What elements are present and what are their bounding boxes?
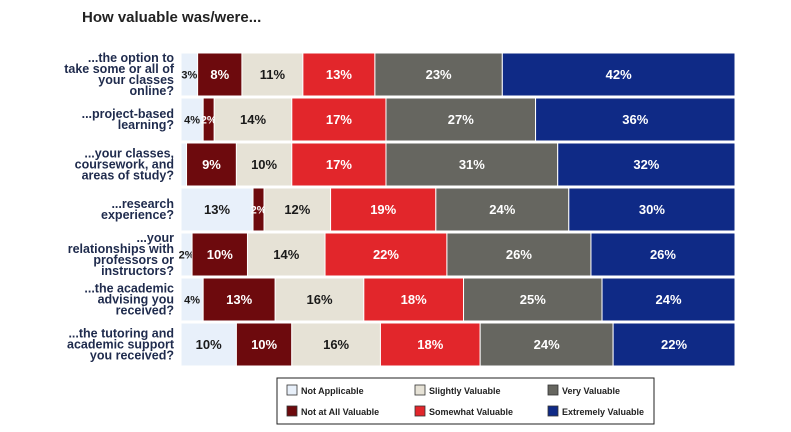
data-label-3-very-valuable: 31% xyxy=(459,157,485,172)
data-label-2-extremely-valuable: 36% xyxy=(622,112,648,127)
data-label-3-extremely-valuable: 32% xyxy=(633,157,659,172)
data-label-5-somewhat-valuable: 22% xyxy=(373,247,399,262)
data-label-2-not-applicable: 4% xyxy=(184,114,200,126)
bar-7-slightly-valuable xyxy=(291,322,381,367)
data-label-3-not-at-all-valuable: 9% xyxy=(202,157,221,172)
legend-swatch-very-valuable xyxy=(547,384,559,396)
data-label-6-very-valuable: 25% xyxy=(520,292,546,307)
bar-2-extremely-valuable xyxy=(535,97,736,142)
data-label-3-somewhat-valuable: 17% xyxy=(326,157,352,172)
data-label-4-slightly-valuable: 12% xyxy=(284,202,310,217)
data-label-4-extremely-valuable: 30% xyxy=(639,202,665,217)
data-label-5-slightly-valuable: 14% xyxy=(273,247,299,262)
legend-label-extremely-valuable: Extremely Valuable xyxy=(562,407,644,417)
bar-7-extremely-valuable xyxy=(612,322,736,367)
bar-3-extremely-valuable xyxy=(557,142,736,187)
data-label-6-not-applicable: 4% xyxy=(184,294,200,306)
data-label-6-somewhat-valuable: 18% xyxy=(401,292,427,307)
category-label-6: ...the academic advising you received? xyxy=(84,282,174,318)
legend-label-slightly-valuable: Slightly Valuable xyxy=(429,386,501,396)
bars-group: 3% 8% 11% 13% 23% 42%4% 2% 14% 17% 27% 36%9% 10% 17%… xyxy=(179,52,736,367)
bar-1-very-valuable xyxy=(374,52,503,97)
chart-title: How valuable was/were... xyxy=(82,9,261,26)
bar-6-slightly-valuable xyxy=(274,277,365,322)
bar-5-extremely-valuable xyxy=(590,232,736,277)
bar-2-very-valuable xyxy=(385,97,537,142)
bar-6-extremely-valuable xyxy=(601,277,736,322)
bar-5-slightly-valuable xyxy=(246,232,326,277)
bar-4-very-valuable xyxy=(435,187,570,232)
data-label-4-very-valuable: 24% xyxy=(489,202,515,217)
data-label-3-slightly-valuable: 10% xyxy=(251,157,277,172)
data-label-1-extremely-valuable: 42% xyxy=(606,67,632,82)
data-label-2-slightly-valuable: 14% xyxy=(240,112,266,127)
legend-swatch-slightly-valuable xyxy=(414,384,426,396)
legend-frame xyxy=(276,377,655,425)
bar-2-slightly-valuable xyxy=(213,97,293,142)
legend: Not Applicable Slightly Valuable Very Valu… xyxy=(276,377,655,425)
category-label-4: ...research experience? xyxy=(101,197,174,222)
bar-5-somewhat-valuable xyxy=(324,232,448,277)
data-label-5-extremely-valuable: 26% xyxy=(650,247,676,262)
bar-3-not-at-all-valuable xyxy=(186,142,237,187)
category-label-2: ...project-based learning? xyxy=(82,107,174,132)
bar-1-extremely-valuable xyxy=(501,52,736,97)
data-label-5-not-at-all-valuable: 10% xyxy=(207,247,233,262)
bar-5-very-valuable xyxy=(446,232,592,277)
bar-3-somewhat-valuable xyxy=(291,142,387,187)
data-label-1-not-applicable: 3% xyxy=(181,69,197,81)
data-label-7-slightly-valuable: 16% xyxy=(323,337,349,352)
category-label-3: ...your classes, coursework, and areas of … xyxy=(75,147,174,183)
legend-swatch-not-applicable xyxy=(286,384,298,396)
data-label-7-not-at-all-valuable: 10% xyxy=(251,337,277,352)
legend-label-not-at-all-valuable: Not at All Valuable xyxy=(301,407,379,417)
legend-label-not-applicable: Not Applicable xyxy=(301,386,364,396)
legend-swatch-extremely-valuable xyxy=(547,405,559,417)
bar-4-somewhat-valuable xyxy=(330,187,437,232)
bar-7-not-applicable xyxy=(180,322,237,367)
category-label-1: ...the option to take some or all of your … xyxy=(64,51,175,98)
legend-swatch-somewhat-valuable xyxy=(414,405,426,417)
bar-3-not-applicable xyxy=(180,142,188,187)
bar-6-somewhat-valuable xyxy=(363,277,465,322)
data-label-4-not-applicable: 13% xyxy=(204,202,230,217)
data-label-6-not-at-all-valuable: 13% xyxy=(226,292,252,307)
bar-6-very-valuable xyxy=(463,277,603,322)
category-label-5: ...your relationships with professors or in… xyxy=(68,231,174,278)
data-label-4-somewhat-valuable: 19% xyxy=(370,202,396,217)
data-label-1-somewhat-valuable: 13% xyxy=(326,67,352,82)
bar-4-extremely-valuable xyxy=(568,187,736,232)
data-label-7-somewhat-valuable: 18% xyxy=(417,337,443,352)
data-label-7-extremely-valuable: 22% xyxy=(661,337,687,352)
data-label-2-not-at-all-valuable: 2% xyxy=(201,114,217,126)
data-label-1-very-valuable: 23% xyxy=(426,67,452,82)
bar-1-slightly-valuable xyxy=(241,52,304,97)
data-label-7-very-valuable: 24% xyxy=(534,337,560,352)
legend-label-somewhat-valuable: Somewhat Valuable xyxy=(429,407,513,417)
data-label-1-slightly-valuable: 11% xyxy=(260,67,286,82)
legend-label-very-valuable: Very Valuable xyxy=(562,386,620,396)
bar-7-somewhat-valuable xyxy=(379,322,481,367)
data-label-2-very-valuable: 27% xyxy=(448,112,474,127)
bar-4-not-applicable xyxy=(180,187,254,232)
bar-1-somewhat-valuable xyxy=(302,52,376,97)
bar-5-not-at-all-valuable xyxy=(191,232,248,277)
data-label-7-not-applicable: 10% xyxy=(196,337,222,352)
bar-4-slightly-valuable xyxy=(263,187,332,232)
bar-7-very-valuable xyxy=(479,322,614,367)
data-label-5-not-applicable: 2% xyxy=(179,249,195,261)
data-label-1-not-at-all-valuable: 8% xyxy=(210,67,229,82)
data-label-4-not-at-all-valuable: 2% xyxy=(251,204,267,216)
category-labels: ...the option to take some or all of your … xyxy=(64,51,175,363)
category-label-7: ...the tutoring and academic support you r… xyxy=(67,327,175,363)
data-label-6-slightly-valuable: 16% xyxy=(306,292,332,307)
data-label-6-extremely-valuable: 24% xyxy=(656,292,682,307)
data-label-2-somewhat-valuable: 17% xyxy=(326,112,352,127)
data-label-5-very-valuable: 26% xyxy=(506,247,532,262)
bar-6-not-at-all-valuable xyxy=(202,277,276,322)
bar-1-not-at-all-valuable xyxy=(197,52,243,97)
legend-swatch-not-at-all-valuable xyxy=(286,405,298,417)
